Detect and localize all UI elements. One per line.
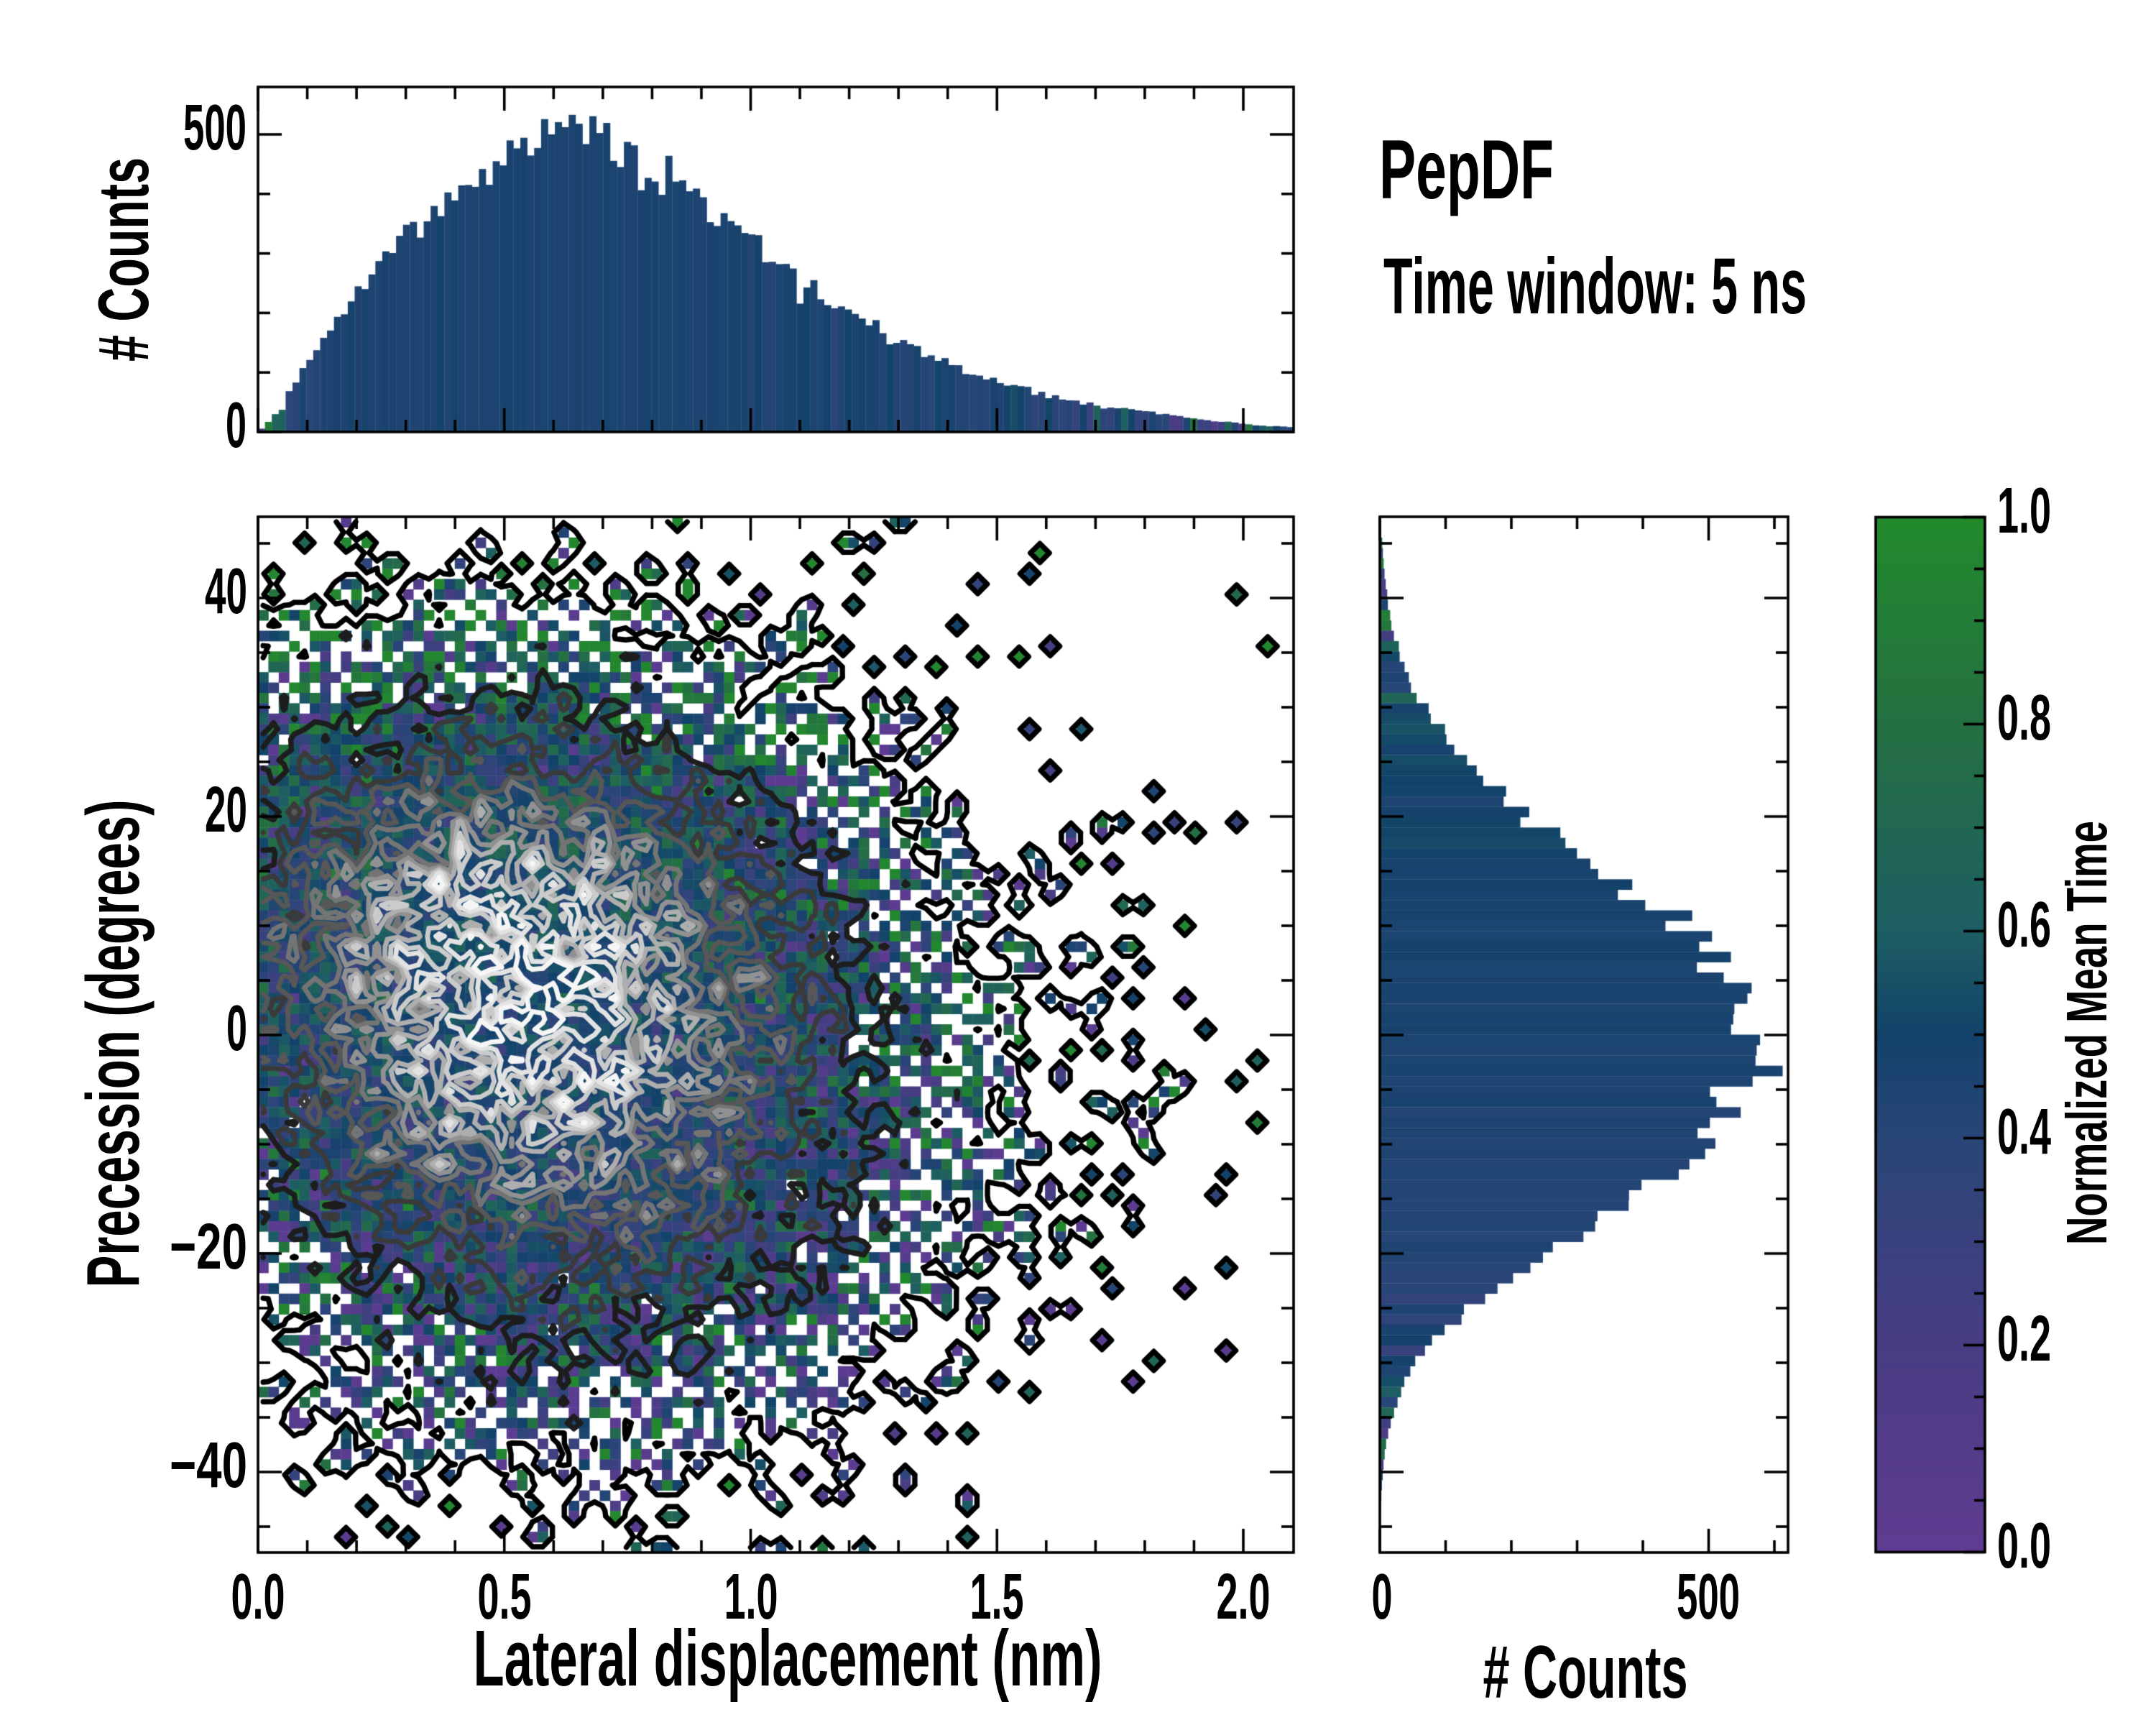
svg-text:1.0: 1.0 xyxy=(724,1561,778,1633)
svg-text:0.2: 0.2 xyxy=(1997,1303,2051,1375)
svg-text:0: 0 xyxy=(226,390,247,461)
svg-text:−20: −20 xyxy=(170,1211,247,1283)
svg-text:0.0: 0.0 xyxy=(1997,1510,2051,1582)
svg-text:0.4: 0.4 xyxy=(1997,1096,2051,1168)
svg-text:40: 40 xyxy=(205,556,247,627)
svg-text:Time window: 5 ns: Time window: 5 ns xyxy=(1383,242,1807,331)
svg-text:0.8: 0.8 xyxy=(1997,682,2051,754)
svg-text:500: 500 xyxy=(1677,1561,1740,1633)
svg-text:Lateral displacement (nm): Lateral displacement (nm) xyxy=(474,1614,1102,1703)
svg-text:20: 20 xyxy=(205,774,247,846)
svg-text:0.5: 0.5 xyxy=(478,1561,532,1633)
svg-text:0.6: 0.6 xyxy=(1997,889,2051,961)
svg-text:1.0: 1.0 xyxy=(1997,475,2051,547)
svg-text:500: 500 xyxy=(183,92,247,164)
svg-text:0.0: 0.0 xyxy=(231,1561,285,1633)
svg-text:Precession (degrees): Precession (degrees) xyxy=(72,800,155,1288)
svg-text:Normalized Mean Time: Normalized Mean Time xyxy=(2055,821,2119,1245)
svg-text:# Counts: # Counts xyxy=(1483,1631,1688,1714)
svg-text:2.0: 2.0 xyxy=(1217,1561,1271,1633)
svg-text:0: 0 xyxy=(1372,1561,1393,1633)
svg-text:1.5: 1.5 xyxy=(970,1561,1024,1633)
svg-text:# Counts: # Counts xyxy=(83,157,163,362)
svg-text:−40: −40 xyxy=(170,1430,247,1501)
svg-text:PepDF: PepDF xyxy=(1379,122,1554,216)
svg-text:0: 0 xyxy=(226,993,247,1064)
